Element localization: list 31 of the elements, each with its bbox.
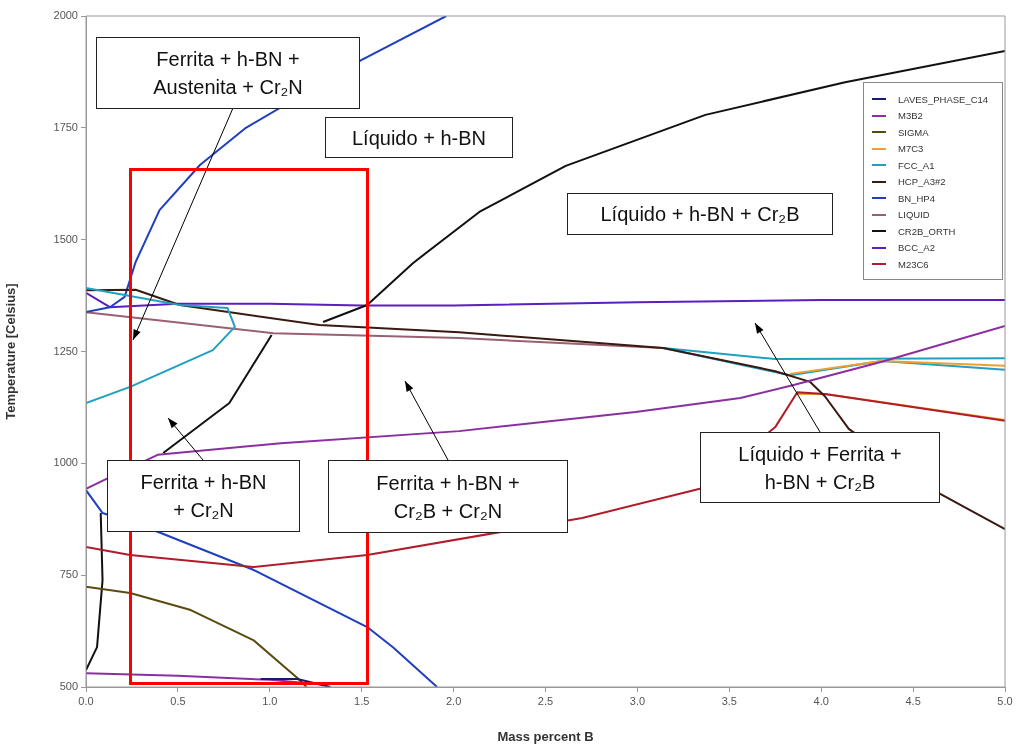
y-tick-label: 1250 bbox=[53, 344, 78, 357]
legend-label: CR2B_ORTH bbox=[898, 225, 956, 237]
x-tick-label: 0.0 bbox=[78, 694, 94, 707]
legend-label: LAVES_PHASE_C14 bbox=[898, 93, 989, 105]
x-tick-label: 2.5 bbox=[537, 694, 554, 707]
legend-label: M7C3 bbox=[898, 143, 924, 155]
y-tick-label: 1500 bbox=[53, 232, 78, 245]
x-axis-title: Mass percent B bbox=[497, 728, 594, 744]
x-tick-label: 4.0 bbox=[813, 694, 829, 707]
y-tick-label: 1000 bbox=[53, 456, 78, 469]
y-axis-title: Temperature [Celsius] bbox=[3, 283, 19, 420]
y-tick-label: 500 bbox=[59, 680, 78, 693]
x-tick-label: 3.5 bbox=[721, 694, 737, 707]
legend-label: BN_HP4 bbox=[898, 192, 935, 204]
x-tick-label: 2.0 bbox=[445, 694, 462, 707]
y-tick-label: 750 bbox=[59, 568, 78, 581]
legend-label: BCC_A2 bbox=[898, 242, 935, 254]
x-tick-label: 5.0 bbox=[997, 694, 1013, 707]
legend-label: FCC_A1 bbox=[898, 159, 935, 171]
y-tick-label: 2000 bbox=[53, 9, 78, 22]
legend-label: LIQUID bbox=[898, 209, 930, 221]
legend-label: SIGMA bbox=[898, 126, 929, 138]
x-tick-label: 0.5 bbox=[170, 694, 186, 707]
x-tick-label: 1.0 bbox=[262, 694, 278, 707]
legend-label: HCP_A3#2 bbox=[898, 176, 946, 188]
x-tick-label: 1.5 bbox=[354, 694, 370, 707]
legend-label: M3B2 bbox=[898, 110, 923, 122]
x-tick-label: 3.0 bbox=[629, 694, 646, 707]
x-tick-label: 4.5 bbox=[905, 694, 921, 707]
y-tick-label: 1750 bbox=[53, 120, 78, 133]
legend-label: M23C6 bbox=[898, 258, 929, 270]
